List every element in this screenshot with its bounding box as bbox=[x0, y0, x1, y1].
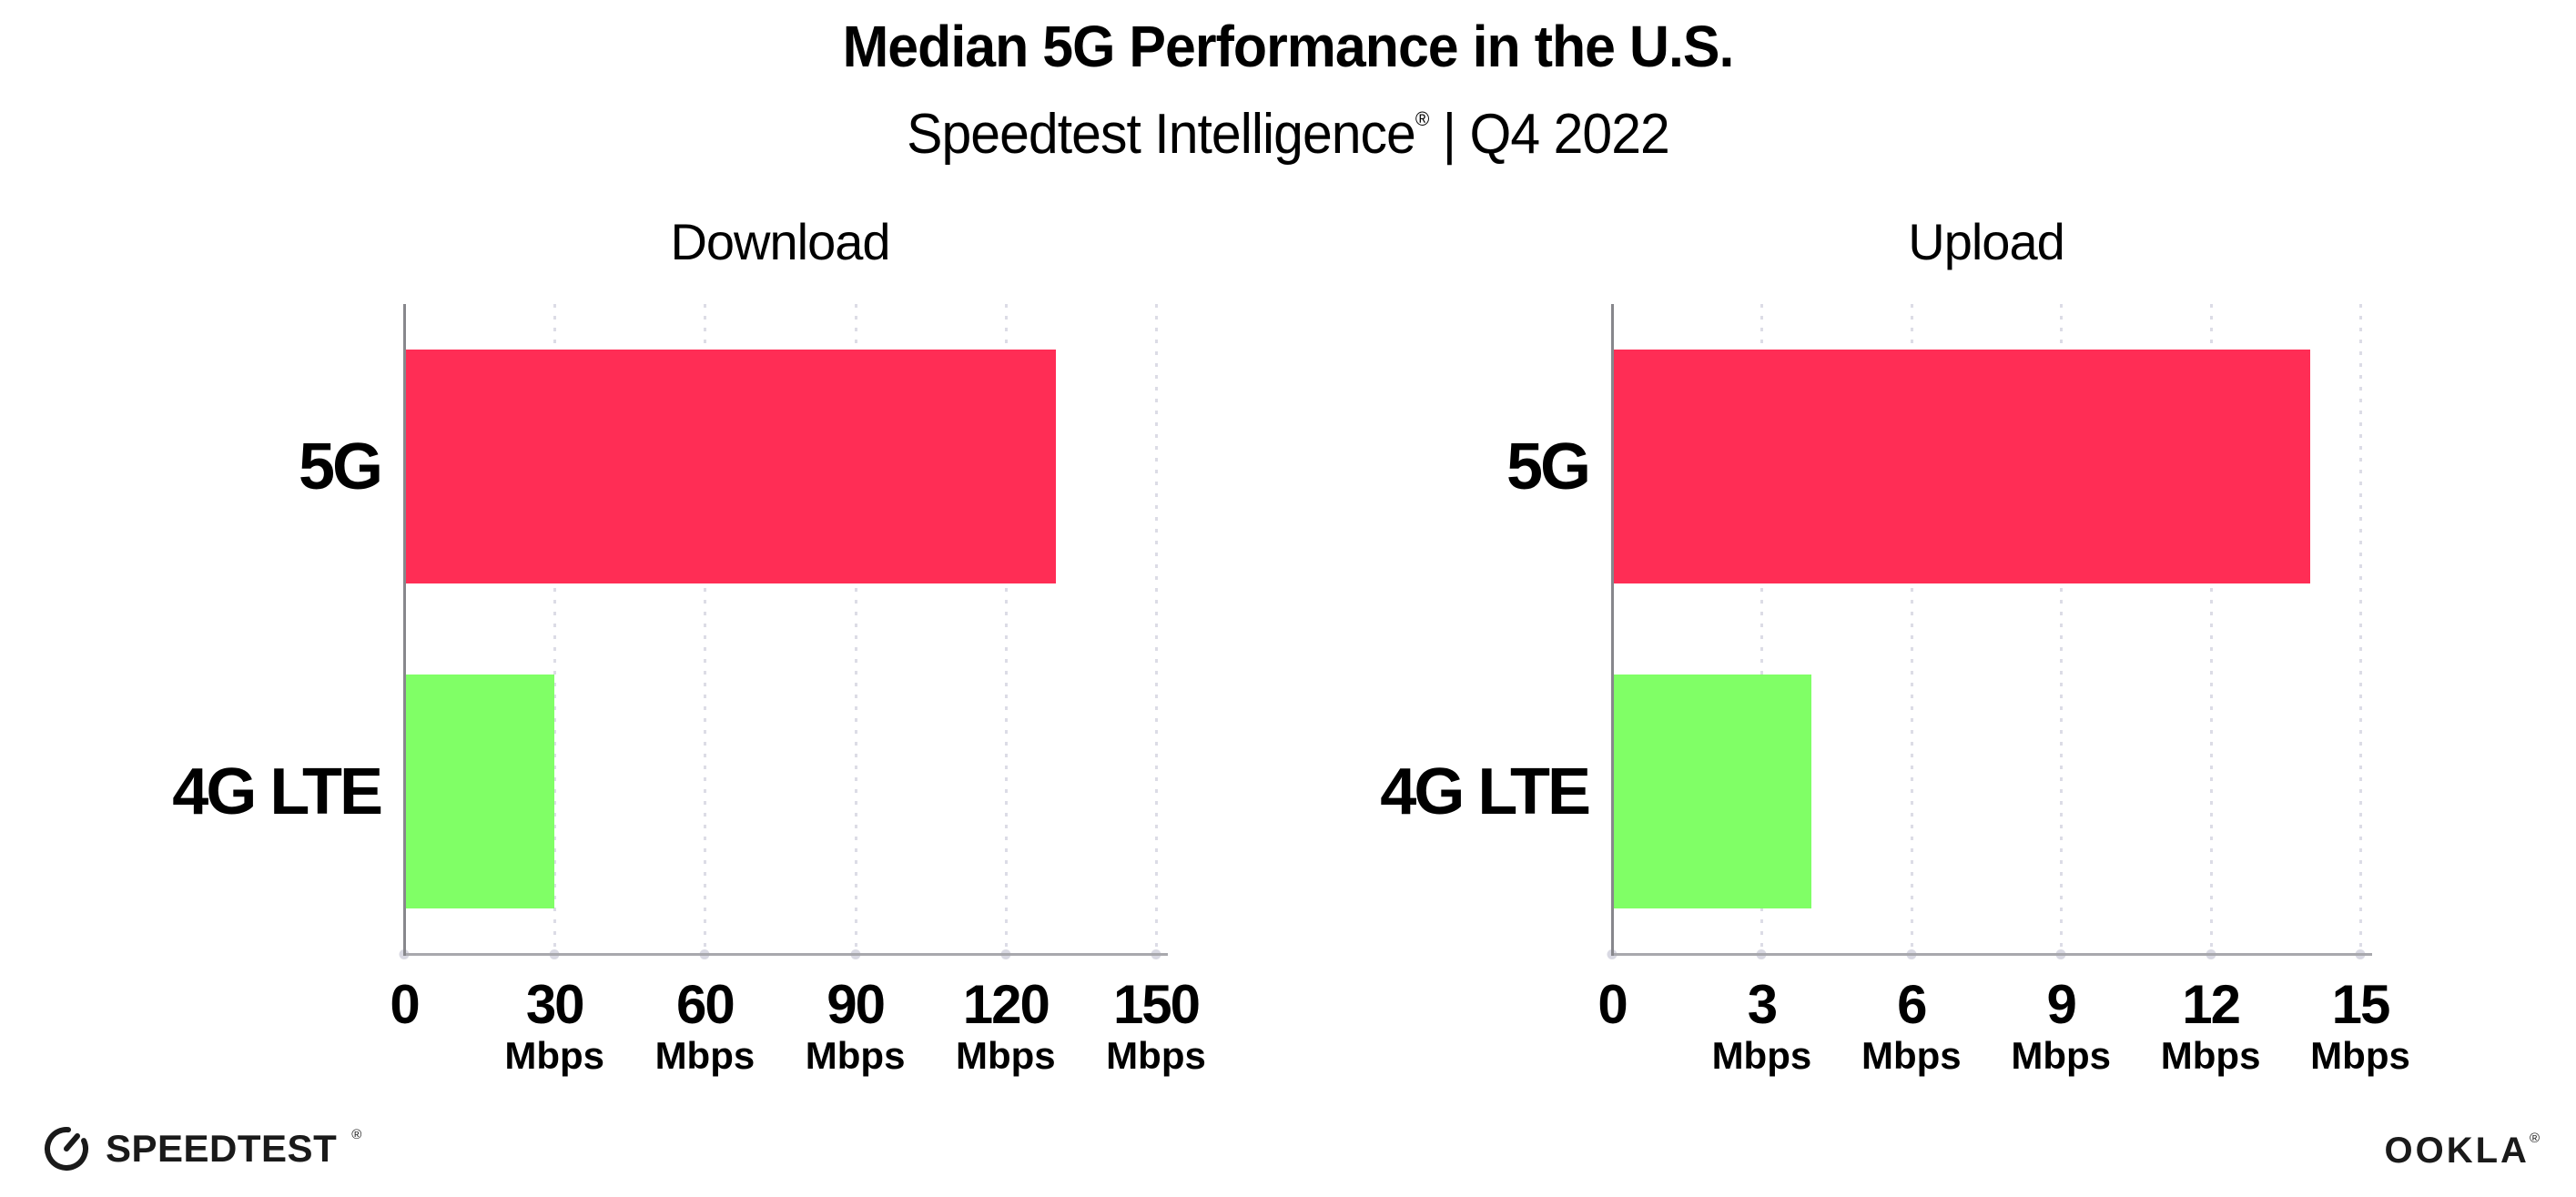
ookla-logo: OOKLA® bbox=[2385, 1131, 2541, 1172]
x-tick-unit: Mbps bbox=[504, 1034, 605, 1077]
x-tick-unit: Mbps bbox=[654, 1034, 756, 1077]
y-axis-line bbox=[1611, 304, 1614, 956]
y-axis-line bbox=[403, 304, 406, 956]
category-label-4g-lte: 4G LTE bbox=[1380, 755, 1591, 828]
speedtest-gauge-icon bbox=[45, 1127, 88, 1171]
download-category-labels: 5G 4G LTE bbox=[0, 304, 383, 954]
upload-category-labels: 5G 4G LTE bbox=[1197, 304, 1591, 954]
upload-chart: Upload 5G 4G LTE 0 3 Mbps 6 Mbps 9 Mbps 12 Mbps 15… bbox=[1380, 213, 2410, 1075]
speedtest-wordmark: SPEEDTEST bbox=[106, 1127, 338, 1170]
download-chart: Download 5G 4G LTE 0 30 Mbps 60 Mbps 90 Mbps 120… bbox=[172, 213, 1206, 1075]
x-tick-label: 0 bbox=[1597, 974, 1628, 1035]
bar-4g-lte bbox=[404, 674, 555, 908]
page-subtitle: Speedtest Intelligence® | Q4 2022 bbox=[65, 102, 2512, 167]
registered-trademark-mark: ® bbox=[1415, 107, 1429, 131]
x-tick-value: 6 bbox=[1897, 974, 1927, 1035]
x-tick-unit: Mbps bbox=[1106, 1034, 1206, 1077]
x-tick-value: 30 bbox=[525, 974, 585, 1035]
x-tick-value: 0 bbox=[1597, 974, 1628, 1035]
upload-plot-area bbox=[1607, 304, 2372, 959]
x-axis-line bbox=[403, 953, 1168, 956]
upload-chart-title: Upload bbox=[1908, 213, 2064, 270]
x-tick-label: 6 Mbps bbox=[1861, 976, 1962, 1075]
x-tick-value: 60 bbox=[676, 974, 735, 1035]
bar-5g bbox=[1612, 349, 2311, 583]
x-tick-label: 0 bbox=[390, 974, 420, 1035]
x-tick-label: 150 Mbps bbox=[1106, 976, 1206, 1075]
category-label-5g: 5G bbox=[1506, 430, 1591, 503]
x-tick-value: 12 bbox=[2182, 974, 2241, 1035]
subtitle-brand: Speedtest Intelligence bbox=[907, 103, 1416, 166]
x-tick-unit: Mbps bbox=[2011, 1034, 2112, 1077]
bar-5g bbox=[404, 349, 1056, 583]
x-tick-value: 90 bbox=[827, 974, 886, 1035]
x-tick-unit: Mbps bbox=[2310, 1034, 2410, 1077]
category-label-4g-lte: 4G LTE bbox=[172, 755, 383, 828]
download-plot-area bbox=[399, 304, 1168, 959]
gridline bbox=[1910, 304, 1913, 954]
x-tick-value: 15 bbox=[2331, 974, 2391, 1035]
page-title: Median 5G Performance in the U.S. bbox=[842, 14, 1735, 79]
x-tick-label: 12 Mbps bbox=[2161, 976, 2261, 1075]
x-tick-value: 0 bbox=[390, 974, 420, 1035]
x-tick-unit: Mbps bbox=[805, 1034, 906, 1077]
x-tick-value: 9 bbox=[2046, 974, 2077, 1035]
bar-4g-lte bbox=[1612, 674, 1812, 908]
x-tick-unit: Mbps bbox=[1711, 1034, 1812, 1077]
speedtest-trademark-mark: ® bbox=[351, 1126, 362, 1142]
gridline bbox=[1004, 304, 1008, 954]
x-tick-unit: Mbps bbox=[955, 1034, 1056, 1077]
gridline bbox=[2209, 304, 2213, 954]
gridline bbox=[553, 304, 557, 954]
ookla-wordmark: OOKLA bbox=[2384, 1131, 2530, 1171]
x-axis-line bbox=[1611, 953, 2372, 956]
x-tick-value: 150 bbox=[1112, 974, 1201, 1035]
gridline bbox=[1155, 304, 1158, 954]
x-tick-unit: Mbps bbox=[1861, 1034, 1962, 1077]
gridline bbox=[2060, 304, 2064, 954]
x-tick-label: 15 Mbps bbox=[2310, 976, 2410, 1075]
x-tick-label: 3 Mbps bbox=[1712, 976, 1812, 1075]
gridline bbox=[704, 304, 707, 954]
x-tick-value: 120 bbox=[962, 974, 1050, 1035]
subtitle-period: | Q4 2022 bbox=[1428, 103, 1670, 166]
ookla-trademark-mark: ® bbox=[2529, 1130, 2540, 1146]
speedtest-logo: SPEEDTEST ® bbox=[42, 1124, 361, 1173]
download-chart-title: Download bbox=[670, 213, 890, 270]
gridline bbox=[2359, 304, 2362, 954]
x-tick-label: 9 Mbps bbox=[2011, 976, 2111, 1075]
x-tick-label: 90 Mbps bbox=[806, 976, 906, 1075]
gridline bbox=[1760, 304, 1764, 954]
x-tick-label: 120 Mbps bbox=[956, 976, 1056, 1075]
gridline bbox=[854, 304, 857, 954]
x-tick-value: 3 bbox=[1747, 974, 1778, 1035]
x-tick-label: 60 Mbps bbox=[655, 976, 756, 1075]
x-tick-unit: Mbps bbox=[2160, 1034, 2261, 1077]
x-tick-label: 30 Mbps bbox=[504, 976, 604, 1075]
category-label-5g: 5G bbox=[298, 430, 383, 503]
